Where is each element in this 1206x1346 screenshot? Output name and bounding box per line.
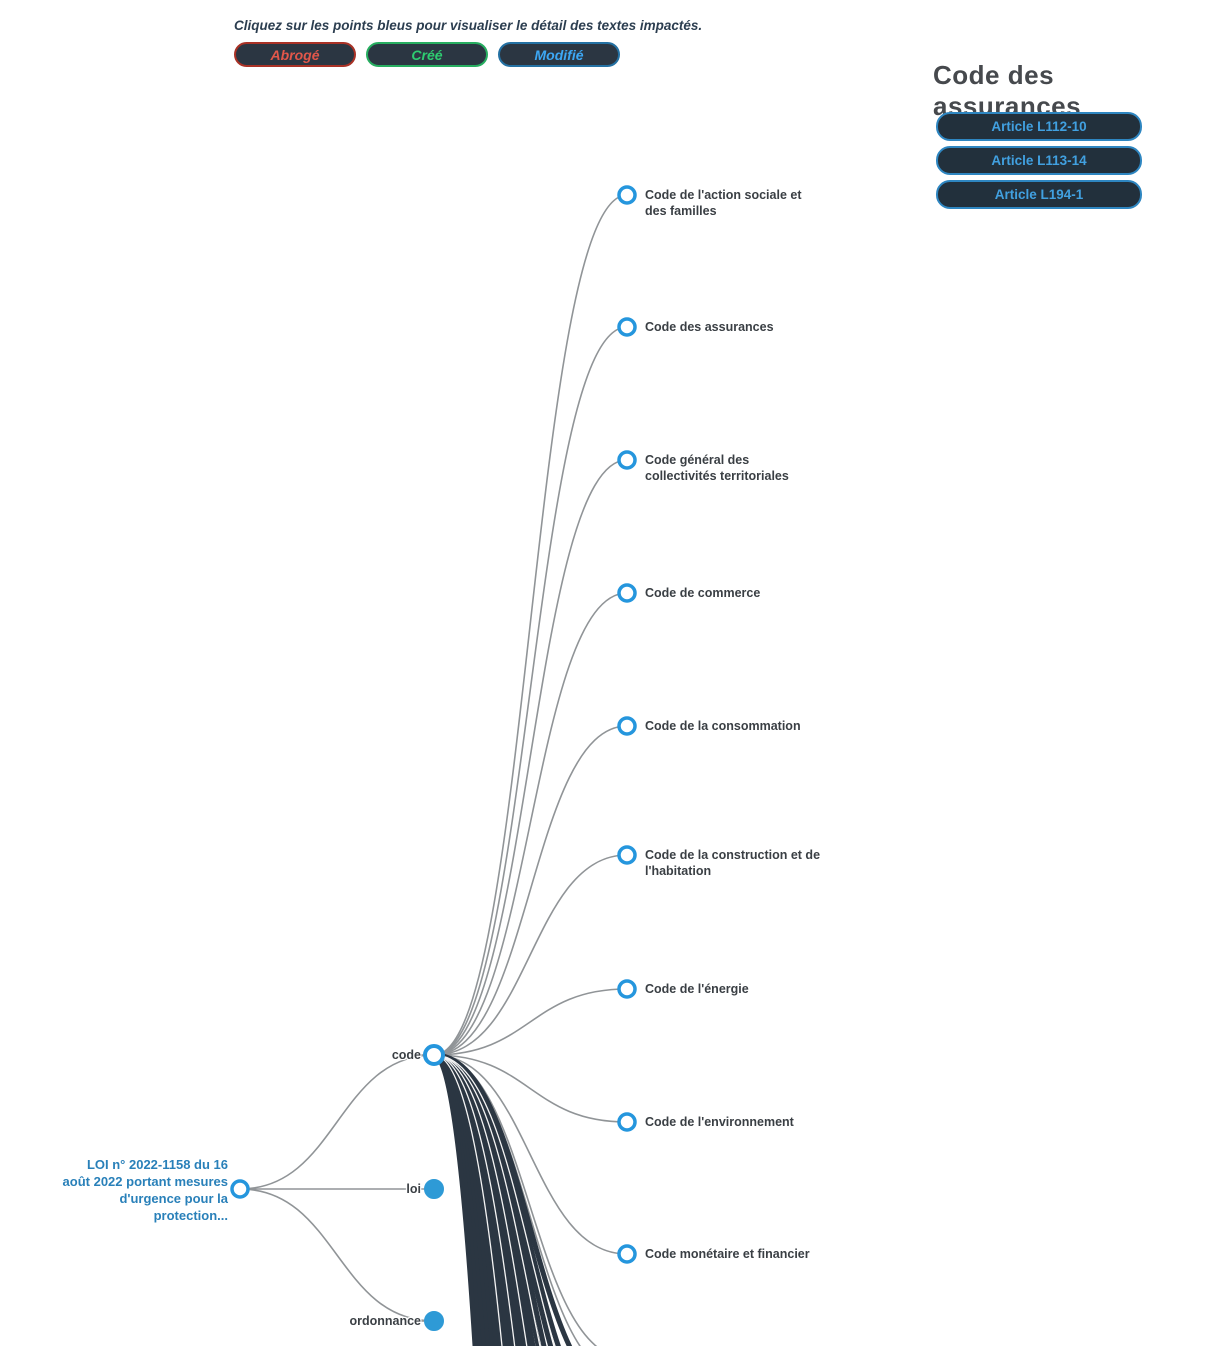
leaf-node-assurances[interactable]	[617, 317, 637, 337]
tree-edges	[239, 194, 628, 1346]
ordonnance-node[interactable]	[424, 1311, 444, 1331]
leaf-node-collectivites[interactable]	[617, 450, 637, 470]
legend-label-modifie: Modifié	[534, 46, 584, 63]
leaf-label-consommation: Code de la consommation	[645, 719, 801, 733]
leaf-node-monetaire[interactable]	[617, 1244, 637, 1264]
loi-node[interactable]	[424, 1179, 444, 1199]
leaf-node-environnement[interactable]	[617, 1112, 637, 1132]
article-button-l113-14[interactable]: Article L113-14	[936, 146, 1142, 175]
leaf-node-energie[interactable]	[617, 979, 637, 999]
leaf-label-construction: Code de la construction et de l'habitati…	[645, 848, 821, 878]
leaf-node-action-sociale[interactable]	[617, 185, 637, 205]
instruction-text: Cliquez sur les points bleus pour visual…	[234, 18, 703, 33]
leaf-label-commerce: Code de commerce	[645, 586, 761, 600]
article-button-label: Article L113-14	[991, 153, 1087, 168]
leaf-node-consommation[interactable]	[617, 716, 637, 736]
leaf-label-environnement: Code de l'environnement	[645, 1115, 794, 1129]
article-button-l194-1[interactable]: Article L194-1	[936, 180, 1142, 209]
root-label: LOI n° 2022-1158 du 16 août 2022 portant…	[62, 1157, 228, 1223]
leaf-label-assurances: Code des assurances	[645, 320, 774, 334]
branch-label-code: code	[391, 1048, 421, 1062]
leaf-node-construction[interactable]	[617, 845, 637, 865]
branch-label-ordonnance: ordonnance	[349, 1314, 421, 1328]
legend-label-abroge: Abrogé	[270, 46, 320, 63]
legend-pill-cree[interactable]: Créé	[366, 42, 488, 67]
leaf-node-commerce[interactable]	[617, 583, 637, 603]
legend-pill-modifie[interactable]: Modifié	[498, 42, 620, 67]
branch-label-loi: loi	[406, 1182, 421, 1196]
article-button-label: Article L112-10	[991, 119, 1087, 134]
article-button-l112-10[interactable]: Article L112-10	[936, 112, 1142, 141]
leaf-label-action-sociale: Code de l'action sociale et des familles	[645, 188, 802, 218]
root-node[interactable]	[230, 1179, 250, 1199]
legend-label-cree: Créé	[411, 46, 443, 63]
tree-nodes	[230, 185, 637, 1331]
article-button-label: Article L194-1	[994, 187, 1084, 202]
leaf-label-monetaire: Code monétaire et financier	[645, 1247, 810, 1261]
legend: Abrogé Créé Modifié	[234, 42, 620, 67]
code-node[interactable]	[423, 1044, 445, 1066]
leaf-label-energie: Code de l'énergie	[645, 982, 749, 996]
bundle-highlight-streaks	[433, 1054, 556, 1346]
legend-pill-abroge[interactable]: Abrogé	[234, 42, 356, 67]
leaf-label-collectivites: Code général des collectivités territori…	[645, 453, 789, 483]
